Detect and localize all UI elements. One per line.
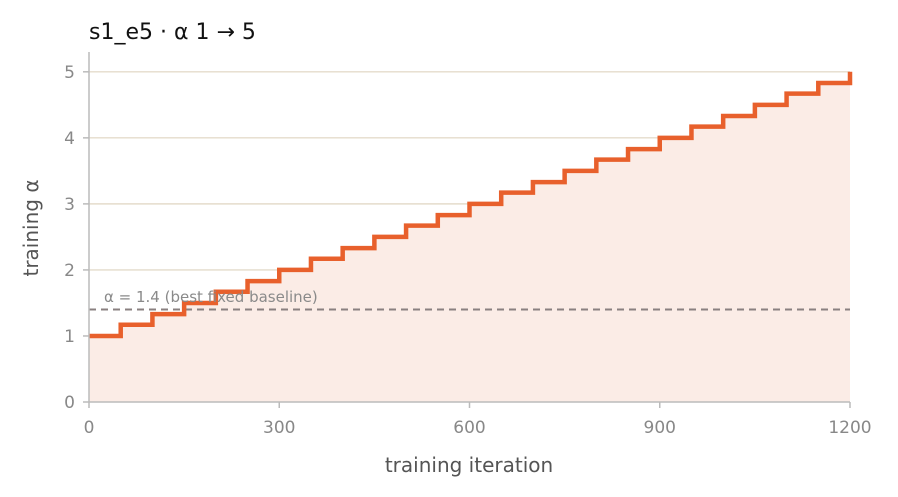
baseline-label: α = 1.4 (best fixed baseline) bbox=[104, 288, 318, 306]
x-tick-label-300: 300 bbox=[263, 418, 295, 438]
y-tick-label-3: 3 bbox=[64, 195, 75, 215]
y-tick-label-0: 0 bbox=[64, 393, 75, 413]
y-tick-label-4: 4 bbox=[64, 129, 75, 149]
x-axis-label: training iteration bbox=[385, 453, 553, 477]
x-tick-label-0: 0 bbox=[84, 418, 95, 438]
y-tick-label-1: 1 bbox=[64, 327, 75, 347]
fill-layer bbox=[89, 71, 850, 402]
y-tick-label-2: 2 bbox=[64, 261, 75, 281]
x-tick-label-600: 600 bbox=[453, 418, 485, 438]
line-layer bbox=[89, 71, 853, 339]
tick-layer: 0 1 2 3 4 5 0 300 600 900 1200 bbox=[64, 63, 871, 438]
x-tick-label-1200: 1200 bbox=[828, 418, 871, 438]
x-tick-label-900: 900 bbox=[644, 418, 676, 438]
y-axis-label: training α bbox=[19, 179, 43, 276]
chart-title: s1_e5 · α 1 → 5 bbox=[89, 20, 256, 45]
y-tick-label-5: 5 bbox=[64, 63, 75, 83]
series-step-line bbox=[89, 71, 853, 339]
series-fill-area bbox=[89, 71, 850, 402]
